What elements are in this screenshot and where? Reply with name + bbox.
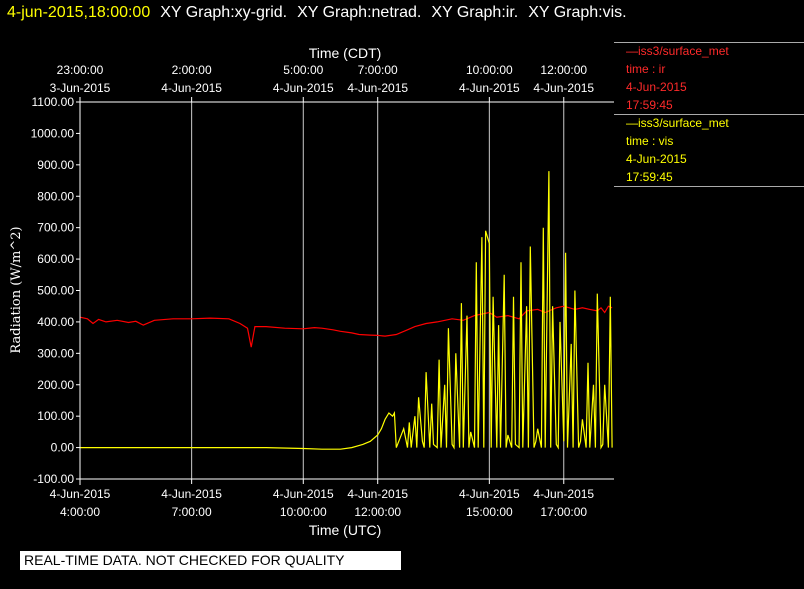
y-tick-label: 600.00	[37, 252, 74, 266]
x-top-tick-label: 10:00:00	[466, 63, 513, 77]
grid-layer	[191, 102, 565, 479]
x-bottom-tick-label: 4:00:00	[60, 505, 100, 519]
legend-vis-time: 17:59:45	[626, 170, 673, 184]
x-top-tick-label: 5:00:00	[283, 63, 323, 77]
y-tick-label: 700.00	[37, 221, 74, 235]
y-tick-label: 900.00	[37, 158, 74, 172]
y-tick-label: -100.00	[33, 472, 74, 486]
y-tick-label: 400.00	[37, 315, 74, 329]
x-top-tick-label: 4-Jun-2015	[161, 81, 222, 95]
legend-ir-time: 17:59:45	[626, 98, 673, 112]
x-bottom-tick-label: 4-Jun-2015	[273, 487, 334, 501]
y-tick-label: 800.00	[37, 189, 74, 203]
y-tick-label: 500.00	[37, 284, 74, 298]
x-bottom-tick-label: 17:00:00	[540, 505, 587, 519]
x-bottom-tick-label: 15:00:00	[466, 505, 513, 519]
series-line-ir	[79, 305, 613, 348]
x-top-tick-label: 4-Jun-2015	[459, 81, 520, 95]
legend-vis[interactable]: —iss3/surface_met time : vis 4-Jun-2015 …	[614, 114, 804, 186]
legend-divider	[614, 42, 804, 43]
x-axis-bottom-title: Time (UTC)	[309, 522, 382, 538]
graph-title-netrad[interactable]: XY Graph:netrad.	[297, 4, 422, 21]
x-top-tick-label: 12:00:00	[540, 63, 587, 77]
x-axis-top-title: Time (CDT)	[309, 45, 382, 61]
legend-divider	[614, 114, 804, 115]
y-tick-label: 0.00	[51, 441, 75, 455]
x-bottom-tick-label: 4-Jun-2015	[459, 487, 520, 501]
x-bottom-tick-label: 4-Jun-2015	[533, 487, 594, 501]
legend-ir-date: 4-Jun-2015	[626, 80, 687, 94]
x-bottom-tick-label: 4-Jun-2015	[161, 487, 222, 501]
legend-divider	[614, 186, 804, 187]
title-bar: 4-jun-2015,18:00:00 XY Graph:xy-grid. XY G…	[0, 0, 804, 26]
x-top-tick-label: 7:00:00	[358, 63, 398, 77]
legend-vis-var: time : vis	[626, 134, 674, 148]
x-bottom-tick-label: 4-Jun-2015	[50, 487, 111, 501]
axes-layer: -100.00 0.00 100.00 200.00 300.00 400.00 500.0…	[31, 63, 614, 519]
x-bottom-tick-label: 10:00:00	[280, 505, 327, 519]
quality-note: REAL-TIME DATA. NOT CHECKED FOR QUALITY	[20, 551, 401, 570]
x-bottom-tick-label: 4-Jun-2015	[347, 487, 408, 501]
graph-title-vis[interactable]: XY Graph:vis.	[528, 4, 627, 21]
series-line-vis	[80, 171, 613, 450]
x-top-tick-label: 4-Jun-2015	[533, 81, 594, 95]
y-tick-label: 200.00	[37, 378, 74, 392]
x-bottom-tick-label: 7:00:00	[172, 505, 212, 519]
series-layer	[79, 171, 613, 450]
graph-title-xy-grid[interactable]: XY Graph:xy-grid.	[160, 4, 288, 21]
x-bottom-tick-label: 12:00:00	[354, 505, 401, 519]
x-top-tick-label: 3-Jun-2015	[50, 81, 111, 95]
legend-vis-date: 4-Jun-2015	[626, 152, 687, 166]
x-top-tick-label: 4-Jun-2015	[347, 81, 408, 95]
y-tick-label: 1000.00	[31, 126, 75, 140]
y-axis-title: Radiation (W/m^2)	[9, 226, 24, 353]
x-top-tick-label: 23:00:00	[57, 63, 104, 77]
graph-title-ir[interactable]: XY Graph:ir.	[431, 4, 519, 21]
legend-ir-var: time : ir	[626, 62, 666, 76]
x-top-tick-label: 2:00:00	[172, 63, 212, 77]
timestamp: 4-jun-2015,18:00:00	[7, 4, 151, 21]
y-tick-label: 1100.00	[32, 95, 75, 109]
legend-ir-station: —iss3/surface_met	[626, 44, 729, 58]
legend-ir[interactable]: —iss3/surface_met time : ir 4-Jun-2015 1…	[614, 42, 804, 114]
y-tick-label: 100.00	[37, 409, 74, 423]
y-tick-label: 300.00	[37, 346, 74, 360]
x-top-tick-label: 4-Jun-2015	[273, 81, 334, 95]
legend-vis-station: —iss3/surface_met	[626, 116, 729, 130]
